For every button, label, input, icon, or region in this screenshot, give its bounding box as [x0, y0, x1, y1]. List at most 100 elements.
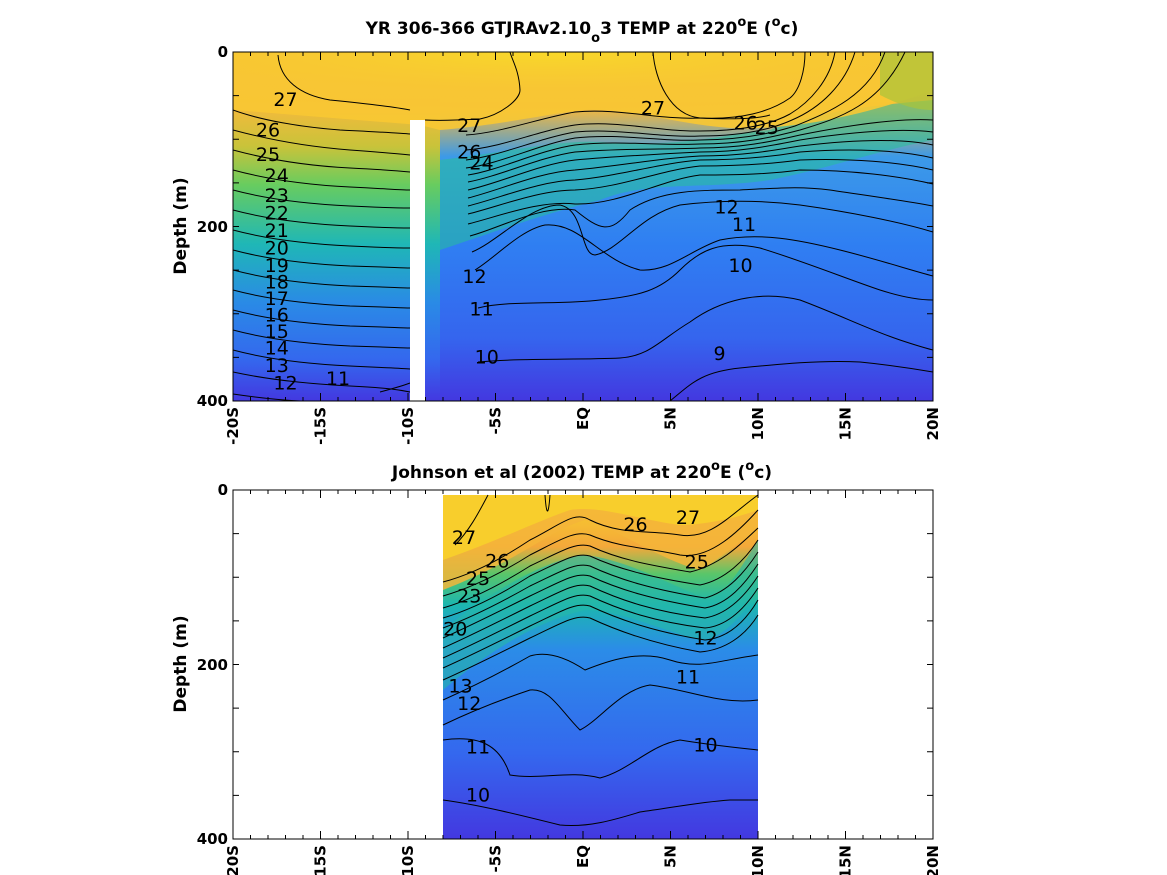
contour-label: 10: [693, 735, 717, 757]
contour-label: 12: [462, 266, 486, 288]
contour-line: [477, 244, 933, 309]
contour-line: [233, 209, 411, 229]
contour-line: [442, 799, 758, 827]
contour-line: [442, 527, 759, 609]
contour-label: 10: [728, 255, 752, 277]
contour-line: [652, 52, 771, 120]
y-tick-label: 200: [197, 656, 228, 674]
contour-label: 27: [676, 507, 700, 529]
panel1-yticks: 0 200 400: [197, 43, 228, 410]
contour-label: 25: [466, 568, 490, 590]
x-tick-label: EQ: [574, 407, 592, 430]
contour-line: [454, 494, 489, 546]
y-tick-label: 400: [197, 830, 228, 848]
contour-label: 21: [265, 220, 289, 242]
contour-label: 22: [265, 202, 289, 224]
contour-line: [442, 563, 759, 639]
contour-label: 10: [466, 784, 490, 806]
contour-line: [233, 189, 411, 209]
y-tick-label: 400: [197, 392, 228, 410]
x-tick-label: 15N: [837, 407, 855, 440]
contour-label: 9: [713, 343, 725, 365]
panel1-contours: [233, 52, 933, 401]
contour-line: [442, 539, 759, 619]
y-tick-label: 200: [197, 218, 228, 236]
panel1-warm-glow: [233, 52, 933, 132]
contour-line: [442, 509, 759, 597]
x-tick-label: 20N: [924, 845, 942, 875]
panel-observations: Johnson et al (2002) TEMP at 220oE (oc): [171, 459, 942, 875]
contour-label: 11: [676, 667, 700, 689]
panel1-missing-column: [410, 120, 425, 401]
contour-line: [544, 494, 551, 512]
x-tick-label: -5S: [487, 407, 505, 434]
panel2-contours: [442, 494, 759, 827]
x-tick-label: 15S: [312, 845, 330, 875]
contour-line: [477, 295, 933, 363]
contour-label: 27: [641, 98, 665, 120]
panel1-xticks: -20S -15S -10S -5S EQ 5N 10N 15N 20N: [224, 51, 942, 445]
y-tick-label: 0: [218, 43, 228, 61]
x-tick-label: -5S: [487, 845, 505, 872]
contour-label: 25: [685, 551, 709, 573]
contour-label: 26: [623, 514, 647, 536]
panel2-title: Johnson et al (2002) TEMP at 220oE (oc): [391, 459, 772, 483]
contour-label: 12: [273, 373, 297, 395]
panel1-title: YR 306-366 GTJRAv2.10o3 TEMP at 220oE (o…: [365, 15, 799, 46]
contour-label: 11: [326, 368, 350, 390]
contour-line: [465, 52, 836, 151]
contour-label: 15: [265, 321, 289, 343]
contour-line: [669, 360, 933, 401]
contour-line: [467, 169, 933, 225]
contour-line: [467, 119, 933, 183]
contour-label: 13: [448, 675, 472, 697]
panel1-thermocline-shade: [440, 100, 933, 250]
contour-label: 23: [457, 585, 481, 607]
contour-line: [442, 587, 759, 659]
contour-label: 25: [256, 144, 280, 166]
x-tick-label: 5N: [662, 407, 680, 430]
contour-line: [442, 738, 759, 779]
contour-line: [465, 52, 806, 136]
contour-label: 26: [457, 141, 481, 163]
contour-label: 20: [443, 619, 467, 641]
contour-line: [467, 52, 906, 176]
contour-label: 17: [265, 288, 289, 310]
panel1-ylabel: Depth (m): [171, 177, 191, 274]
contour-label: 26: [734, 113, 758, 135]
contour-label: 27: [452, 527, 476, 549]
contour-line: [233, 129, 411, 156]
contour-label: 12: [714, 196, 738, 218]
panel2-ylabel: Depth (m): [171, 615, 191, 712]
contour-label: 13: [265, 355, 289, 377]
x-tick-label: -15S: [312, 407, 330, 445]
contour-line: [233, 309, 411, 329]
contour-label: 14: [265, 338, 289, 360]
contour-label: 24: [265, 165, 289, 187]
contour-label: 11: [466, 736, 490, 758]
contour-label: 12: [457, 693, 481, 715]
x-tick-label: EQ: [574, 845, 592, 868]
panel2-thermocline: [443, 540, 758, 690]
contour-line: [233, 149, 411, 173]
x-tick-label: 10N: [749, 845, 767, 875]
contour-line: [442, 599, 759, 669]
contour-line: [442, 653, 759, 701]
panel1-east-warm: [880, 52, 933, 110]
contour-line: [442, 551, 759, 629]
x-tick-label: 20N: [924, 407, 942, 440]
contour-line: [233, 109, 411, 135]
contour-line: [233, 349, 411, 370]
contour-line: [233, 229, 411, 249]
contour-line: [277, 54, 411, 111]
contour-line: [467, 149, 933, 207]
contour-label: 25: [755, 117, 779, 139]
contour-line: [469, 187, 933, 237]
y-tick-label: 0: [218, 481, 228, 499]
contour-line: [465, 52, 856, 161]
contour-line: [467, 158, 933, 215]
